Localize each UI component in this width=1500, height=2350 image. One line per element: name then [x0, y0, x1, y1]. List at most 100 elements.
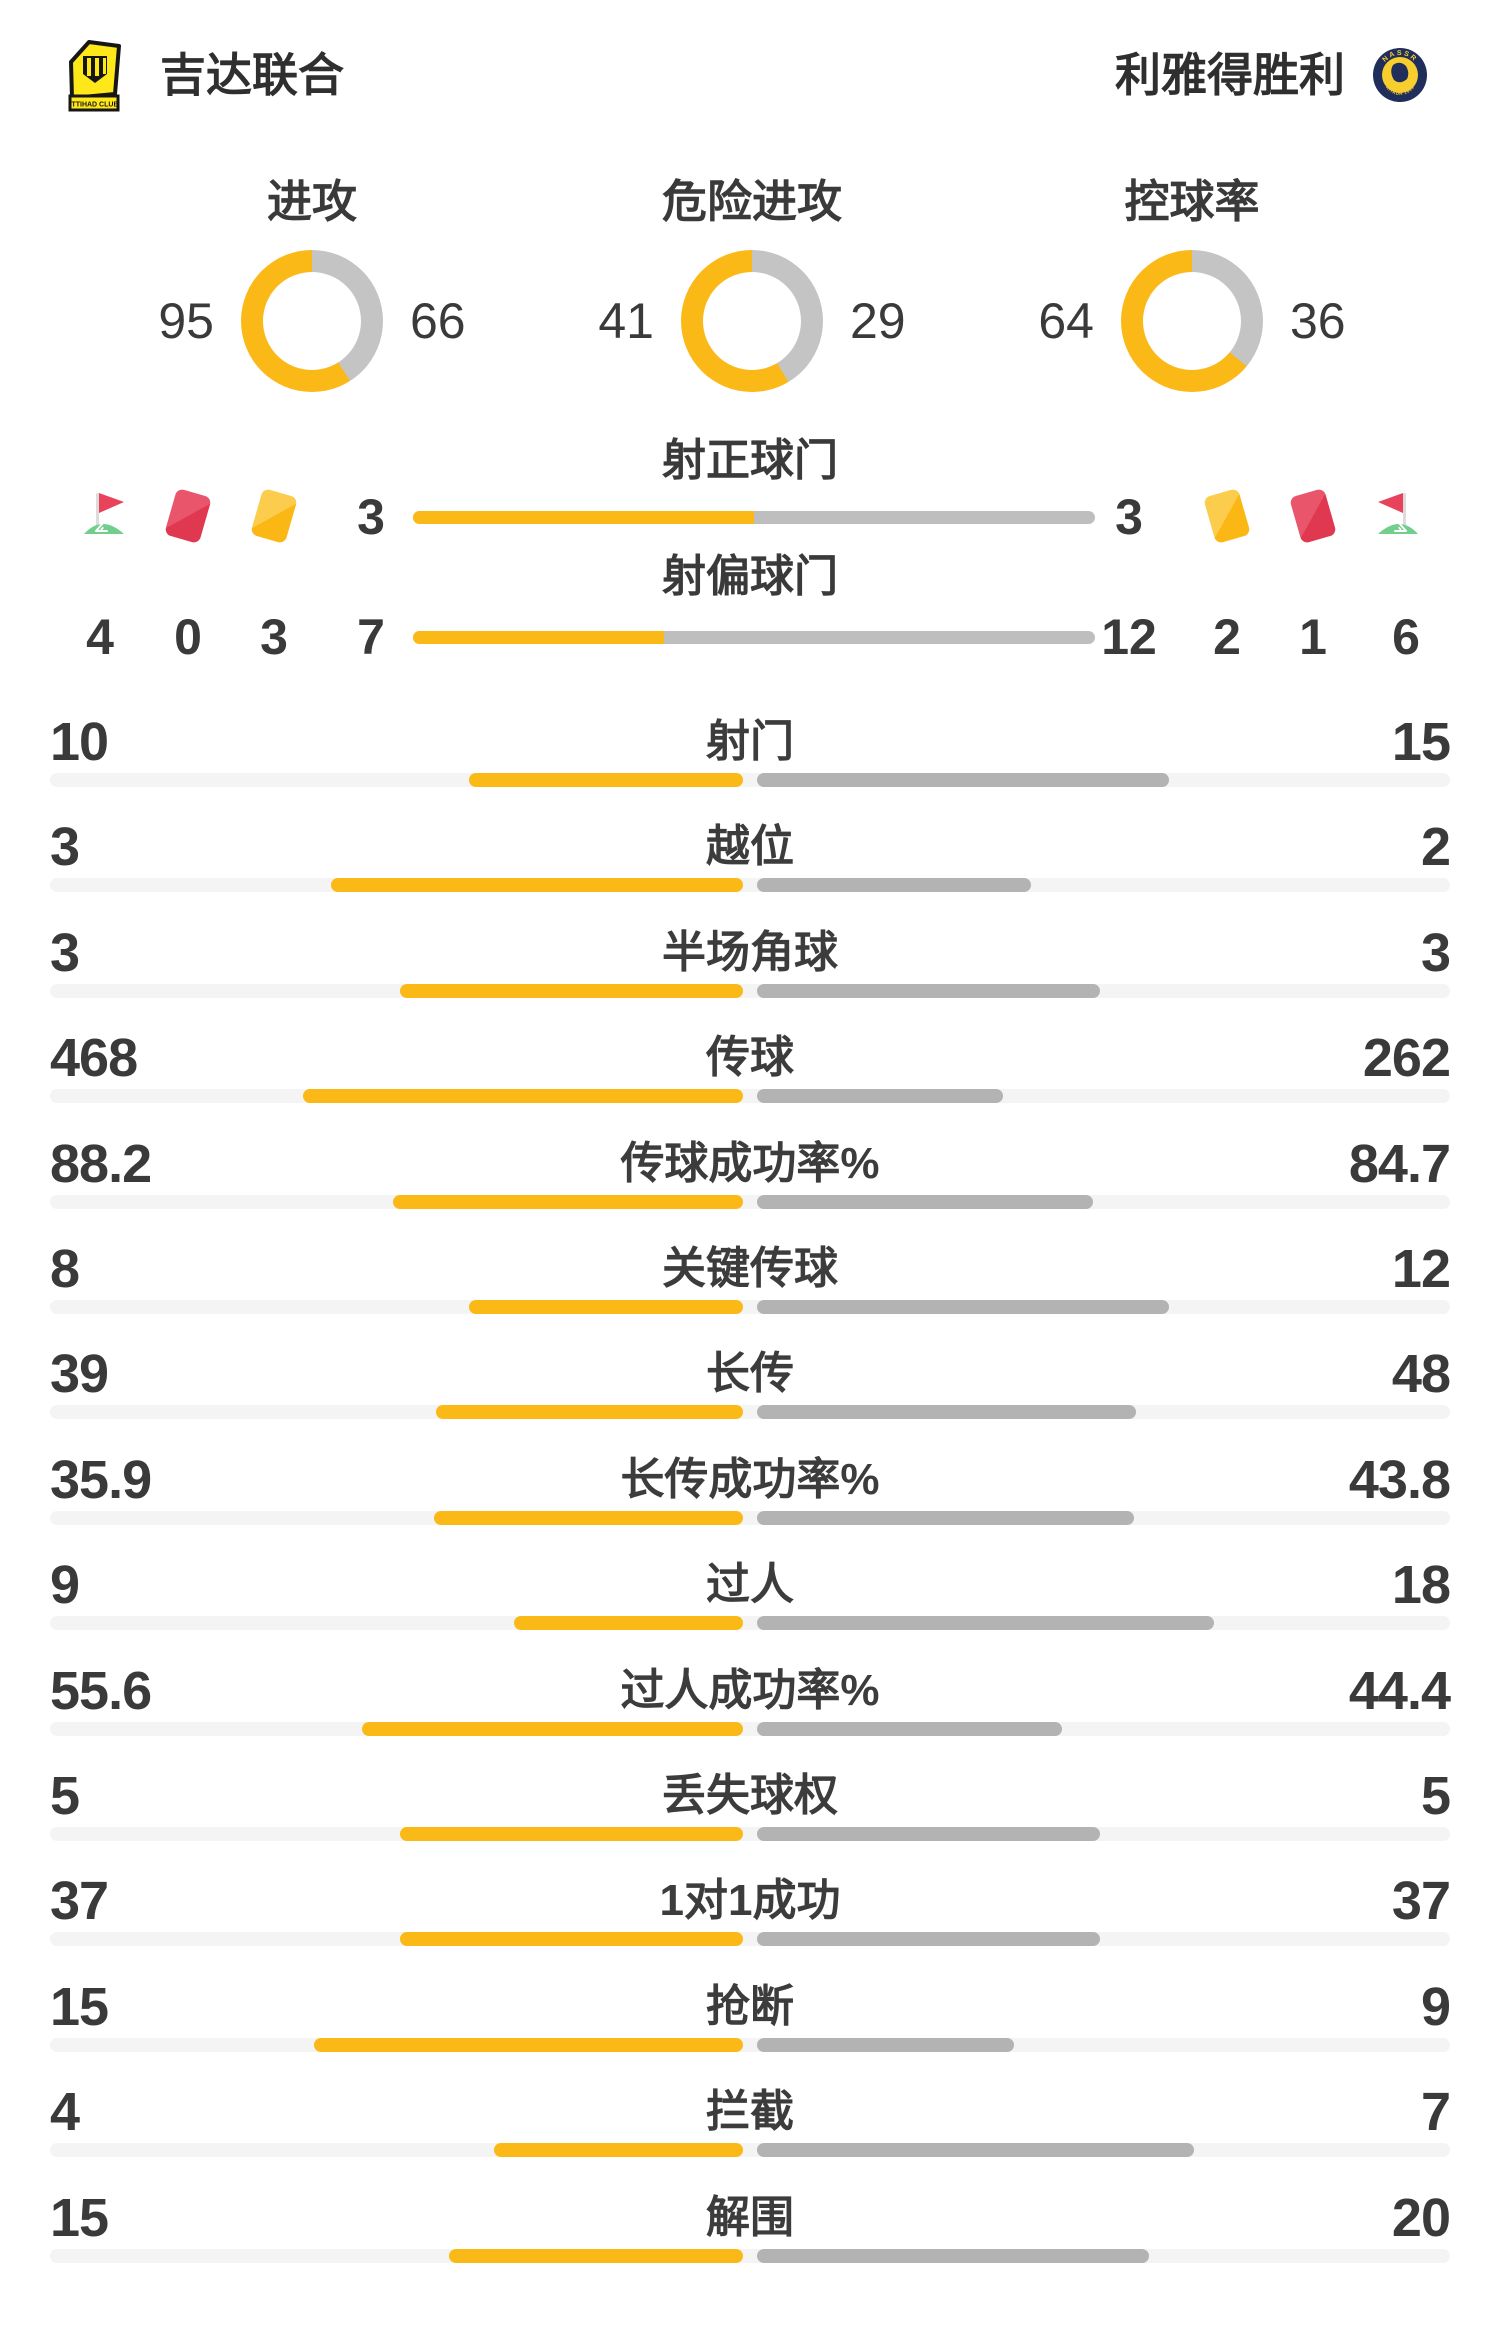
stat-bar-away	[757, 1089, 1004, 1104]
donut-chart-dangerous-attacks	[681, 250, 823, 392]
stat-away-value: 2	[1420, 817, 1451, 878]
stat-home-value: 15	[50, 1976, 109, 2037]
stat-home-value: 15	[50, 2187, 109, 2248]
home-corner-flag-icon	[84, 493, 124, 534]
stat-label: 传球成功率%	[620, 1138, 880, 1188]
stat-row: 5 丢失球权 5	[0, 1766, 1500, 1871]
stat-bar-away	[757, 878, 1032, 893]
stat-bar-home	[314, 2037, 744, 2052]
stat-bar-home	[400, 1932, 743, 1947]
stat-label: 关键传球	[662, 1244, 838, 1293]
stat-row: 3 半场角球 3	[0, 923, 1500, 1028]
stat-bar-away	[757, 1721, 1062, 1736]
home-corners-count: 4	[86, 609, 114, 665]
stat-bar-track	[50, 1510, 1450, 1525]
donut-hole	[263, 272, 361, 370]
shots-on-target-home-value: 3	[357, 489, 385, 545]
donut-hole	[1143, 272, 1241, 370]
away-red-card-icon	[1289, 487, 1337, 545]
donut-label-dangerous-attacks: 危险进攻	[661, 176, 842, 227]
stat-home-value: 5	[50, 1766, 80, 1826]
away-team-logo: NASSR RIYADH 1955	[1373, 48, 1427, 102]
stat-home-value: 4	[50, 2082, 80, 2143]
stat-bar-track	[50, 1721, 1450, 1736]
stat-label: 丢失球权	[662, 1771, 838, 1820]
stat-row: 3 越位 2	[0, 817, 1500, 922]
stat-home-value: 10	[50, 712, 109, 772]
stat-away-value: 7	[1420, 2082, 1451, 2143]
stat-home-value: 55.6	[50, 1660, 152, 1721]
stat-bar-away	[757, 2037, 1015, 2052]
stat-away-value: 15	[1391, 712, 1451, 772]
home-team-logo: ITTIHAD CLUB	[68, 40, 121, 112]
donut-label-attacks: 进攻	[266, 176, 357, 227]
donut-dangerous-home-value: 41	[598, 293, 654, 349]
stat-away-value: 20	[1391, 2187, 1451, 2248]
stat-bar-home	[434, 1510, 743, 1525]
stat-bar-home	[493, 2143, 743, 2158]
stat-bar-home	[393, 1194, 743, 1209]
stat-row: 15 抢断 9	[0, 1977, 1500, 2082]
donut-label-possession: 控球率	[1124, 176, 1260, 227]
donut-chart-possession	[1121, 250, 1263, 392]
stat-row: 15 解围 20	[0, 2188, 1500, 2293]
stat-label: 1对1成功	[659, 1876, 841, 1926]
stat-home-value: 3	[50, 817, 80, 878]
stat-bar-away	[757, 2143, 1194, 2158]
shots-off-target-title: 射偏球门	[662, 552, 838, 601]
stat-label: 射门	[706, 717, 794, 766]
stat-label: 过人成功率%	[620, 1665, 880, 1715]
stat-home-value: 3	[50, 922, 80, 983]
stat-bar-away	[757, 1194, 1094, 1209]
stat-row: 10 射门 15	[0, 712, 1500, 817]
stat-home-value: 39	[50, 1344, 109, 1405]
stat-row: 88.2 传球成功率% 84.7	[0, 1134, 1500, 1239]
stat-row: 55.6 过人成功率% 44.4	[0, 1661, 1500, 1766]
stat-bar-track	[50, 2143, 1450, 2158]
shots-on-target-bar	[413, 511, 1095, 524]
stat-bar-home	[331, 878, 743, 893]
stat-home-value: 9	[50, 1555, 80, 1616]
stat-label: 拦截	[706, 2087, 794, 2137]
stat-away-value: 9	[1420, 1976, 1451, 2037]
stat-row: 37 1对1成功 37	[0, 1871, 1500, 1976]
stat-bar-track	[50, 983, 1450, 998]
donut-possession-home-value: 64	[1038, 293, 1094, 349]
stat-away-value: 3	[1420, 922, 1451, 983]
stat-row: 468 传球 262	[0, 1028, 1500, 1133]
home-red-card-icon	[164, 487, 212, 545]
stat-away-value: 37	[1391, 1871, 1451, 1932]
stat-bar-home	[400, 1827, 743, 1841]
stat-bar-away	[757, 773, 1169, 787]
stat-bar-track	[50, 1827, 1450, 1841]
shots-on-target-away-value: 3	[1115, 489, 1143, 545]
stat-away-value: 262	[1362, 1028, 1451, 1089]
stat-away-value: 84.7	[1348, 1133, 1451, 1194]
stat-away-value: 43.8	[1348, 1449, 1451, 1510]
stat-home-value: 88.2	[50, 1133, 152, 1194]
stat-bar-track	[50, 2248, 1450, 2263]
stat-bar-home	[468, 1300, 743, 1314]
stat-away-value: 5	[1420, 1766, 1451, 1826]
stat-bar-home	[303, 1089, 743, 1104]
stat-bar-away	[757, 2248, 1149, 2263]
stat-away-value: 18	[1391, 1555, 1451, 1616]
stat-label: 解围	[706, 2192, 794, 2242]
away-corners-count: 6	[1392, 609, 1420, 665]
donut-hole	[703, 272, 801, 370]
stat-bar-away	[757, 1300, 1169, 1314]
home-yellow-card-icon	[250, 487, 298, 545]
nassr-peninsula-shape	[1391, 62, 1409, 83]
stat-bar-home	[514, 1616, 743, 1631]
stat-bar-away	[757, 1827, 1100, 1841]
stat-bar-track	[50, 1932, 1450, 1947]
away-red-cards-count: 1	[1299, 609, 1327, 665]
stat-bar-home	[449, 2248, 743, 2263]
ittihad-banner	[68, 94, 120, 112]
stat-row: 4 拦截 7	[0, 2082, 1500, 2187]
stat-home-value: 468	[50, 1028, 138, 1089]
stat-bar-track	[50, 1405, 1450, 1420]
stat-bar-track	[50, 773, 1450, 787]
stat-row: 35.9 长传成功率% 43.8	[0, 1450, 1500, 1555]
away-yellow-card-icon	[1203, 487, 1251, 545]
